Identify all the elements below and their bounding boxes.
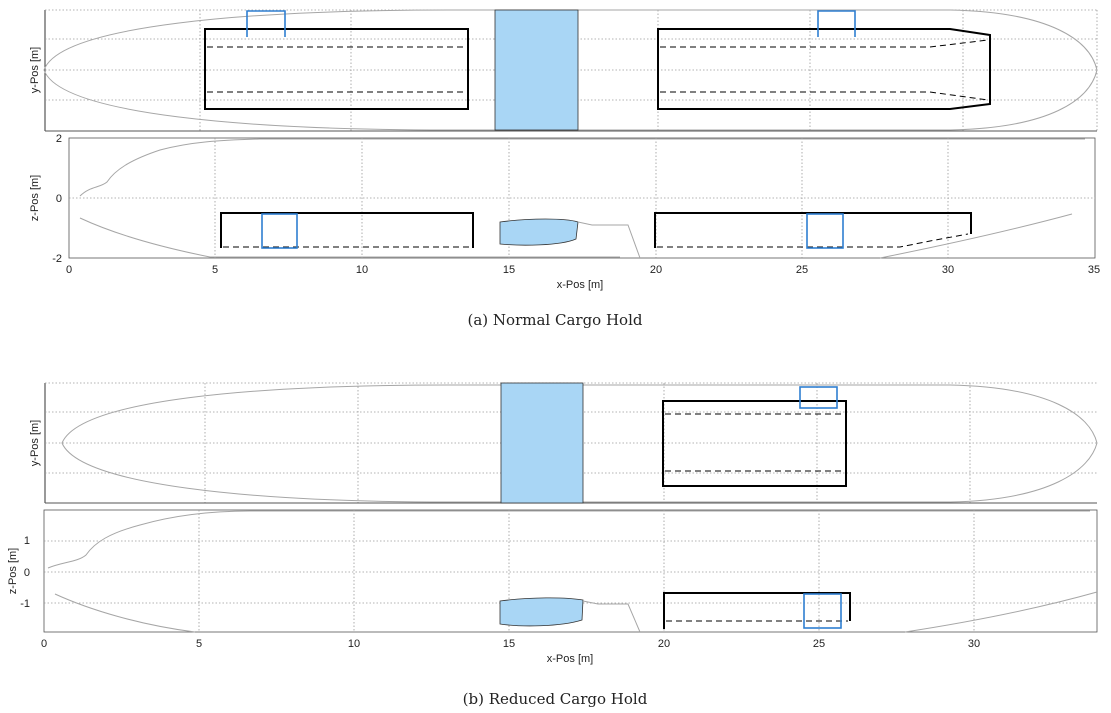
container [803,593,842,629]
y-axis-label: y-Pos [m] [29,47,41,93]
x-tick: 0 [41,638,47,650]
x-tick: 25 [796,264,808,276]
x-tick: 10 [348,638,360,650]
y-tick: 0 [24,567,30,579]
tank-side [499,218,579,246]
cargo-hold-rear [657,28,991,110]
y-axis-label: y-Pos [m] [29,420,41,466]
x-tick: 35 [1088,264,1100,276]
x-tick: 20 [650,264,662,276]
tank-plan [500,382,584,504]
cargo-hold-front [204,28,469,110]
hatch-rear [817,10,856,37]
y-tick: -2 [52,253,62,265]
cargo-hold-side [663,592,851,629]
x-tick: 25 [813,638,825,650]
container-front [261,213,298,249]
x-tick: 0 [66,264,72,276]
hull-step [582,600,641,633]
hull-outline [61,384,1098,503]
hold-dash-rear [657,233,969,248]
hull-upper-profile [47,510,1090,569]
x-tick: 10 [356,264,368,276]
caption-a: (a) Normal Cargo Hold [468,311,643,329]
y-tick: 1 [24,535,30,547]
container-rear [806,213,844,249]
hull-lower-profile [79,213,1073,259]
hold-dash-upper-rear [660,39,989,48]
caption-b: (b) Reduced Cargo Hold [463,690,648,708]
plot-a-plan-view: y-Pos [m] [29,9,1098,132]
x-axis-label: x-Pos [m] [547,653,593,665]
grid [69,138,1095,258]
plot-a-side-view: 2 0 -2 0 5 10 15 20 25 30 35 x-Pos [m] z… [29,133,1100,291]
tank-plan [494,9,579,131]
axes-box [43,509,1098,633]
y-tick: 2 [56,133,62,145]
tank-side [499,597,584,627]
y-tick: -1 [20,598,30,610]
plot-b-plan-view: y-Pos [m] [29,382,1098,504]
hull-outline [43,9,1098,131]
y-axis-label: z-Pos [m] [7,548,19,594]
x-tick: 15 [503,264,515,276]
hull-upper-profile [79,138,1085,197]
hull-step [577,221,641,259]
hatch-front [246,10,286,37]
hull-lower-profile [54,591,1098,633]
cargo-hold-front-side [220,212,474,248]
x-axis-label: x-Pos [m] [557,279,603,291]
plot-b-side-view: 1 0 -1 0 5 10 15 20 25 30 x-Pos [m] z-Po… [7,509,1098,665]
x-tick: 30 [968,638,980,650]
y-axis-label: z-Pos [m] [29,175,41,221]
cargo-hold-rear-side [654,212,972,248]
x-tick: 5 [212,264,218,276]
x-tick: 15 [503,638,515,650]
x-tick: 30 [942,264,954,276]
cargo-hold [662,400,847,487]
y-tick: 0 [56,193,62,205]
x-tick: 5 [196,638,202,650]
x-tick: 20 [658,638,670,650]
hatch [799,386,838,409]
hold-dash-lower-rear [660,91,989,101]
